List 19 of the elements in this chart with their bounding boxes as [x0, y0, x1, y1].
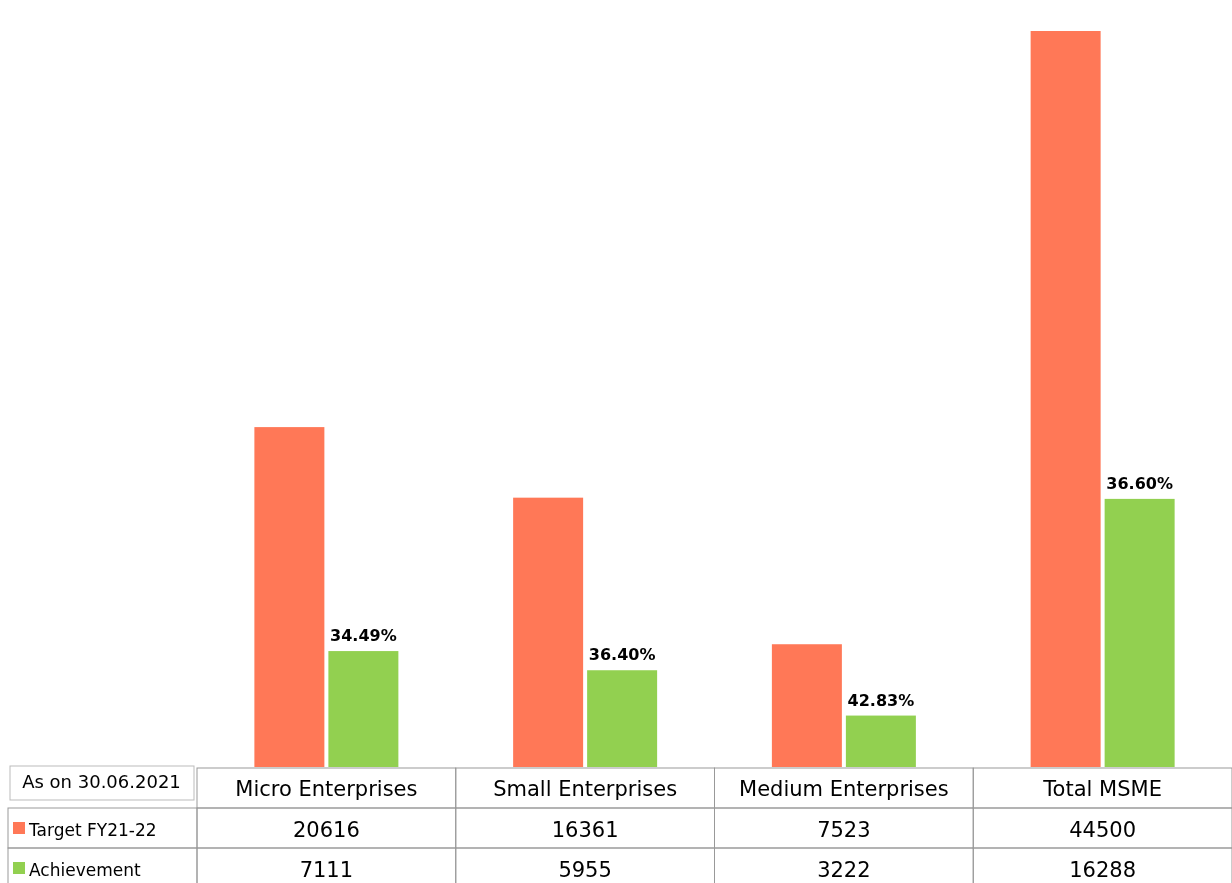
annotation: 34.49% [330, 626, 397, 646]
annotation: 42.83% [847, 690, 915, 710]
data-label: 16288 [1069, 858, 1137, 882]
x-tick-label: Micro Enterprises [235, 777, 418, 801]
annotation: 36.60% [1106, 473, 1173, 493]
data-label: 7111 [299, 858, 354, 882]
annotation: 36.40% [588, 645, 656, 665]
data-label: 16361 [551, 818, 619, 842]
legend-label: Achievement [29, 860, 141, 880]
data-label: 3222 [817, 858, 871, 882]
text: As on 30.06.2021 [22, 771, 181, 792]
data-label: 44500 [1069, 818, 1137, 842]
data-label: 5955 [558, 858, 612, 882]
x-tick-label: Small Enterprises [493, 777, 678, 801]
data-label: 20616 [292, 818, 360, 842]
x-tick-label: Total MSME [1042, 777, 1162, 801]
x-tick-label: Medium Enterprises [739, 777, 949, 801]
data-label: 7523 [817, 818, 871, 842]
legend-label: Target FY21-22 [28, 820, 157, 840]
